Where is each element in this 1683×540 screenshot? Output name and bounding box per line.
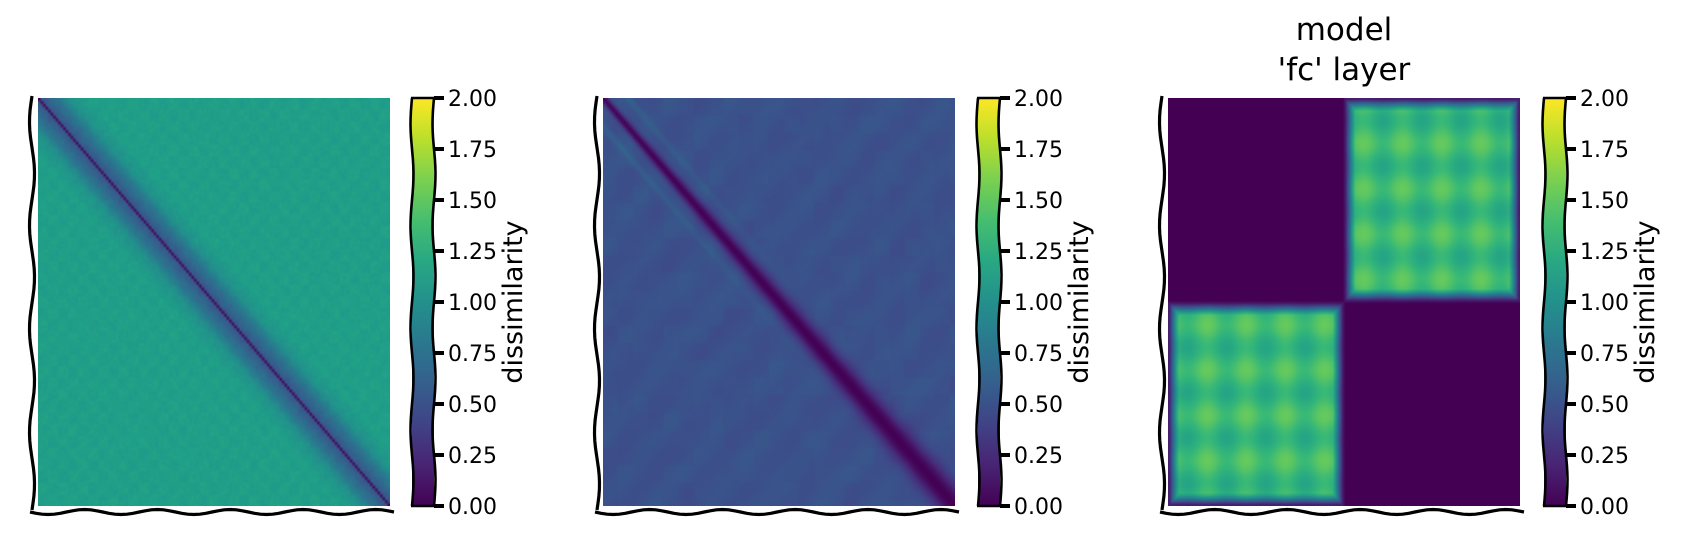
colorbar-gradient <box>412 98 434 506</box>
colorbar-tick-label: 0.25 <box>1580 444 1629 469</box>
colorbar-tick-label: 1.50 <box>1580 189 1629 214</box>
colorbar-tick-label: 2.00 <box>1014 87 1063 112</box>
heatmap-panel-2: 0.00 0.25 0.50 0.75 1.00 1.25 1.50 1.75 2.00 diss… <box>592 87 1095 520</box>
colorbar-tick-label: 0.75 <box>1580 342 1629 367</box>
colorbar-tick-label: 1.00 <box>1014 291 1063 316</box>
colorbar-tick-label: 0.00 <box>1580 495 1629 520</box>
heatmap-image <box>1168 98 1520 506</box>
colorbar-tick-label: 1.75 <box>1580 138 1629 163</box>
colorbar-outline <box>409 97 415 507</box>
colorbar-tick-label: 0.25 <box>1014 444 1063 469</box>
x-axis-spine <box>1159 507 1525 517</box>
heatmap-panel-1: 0.00 0.25 0.50 0.75 1.00 1.25 1.50 1.75 2.00 diss… <box>27 87 529 520</box>
colorbar-tick-label: 0.00 <box>448 495 497 520</box>
colorbar: 0.00 0.25 0.50 0.75 1.00 1.25 1.50 1.75 2.00 diss… <box>1541 87 1661 520</box>
colorbar-tick-label: 1.50 <box>448 189 497 214</box>
y-axis-spine <box>1157 95 1167 511</box>
colorbar-tick-label: 0.75 <box>448 342 497 367</box>
colorbar-tick-label: 0.00 <box>1014 495 1063 520</box>
x-axis-spine <box>594 507 960 517</box>
heatmap-panel-3: model 'fc' layer 0.00 0.25 0.50 0.75 1.00 1.25 1… <box>1157 12 1661 520</box>
colorbar-tick-label: 1.50 <box>1014 189 1063 214</box>
panel-title: 'fc' layer <box>1278 52 1411 88</box>
colorbar-label: dissimilarity <box>1630 220 1661 383</box>
colorbar: 0.00 0.25 0.50 0.75 1.00 1.25 1.50 1.75 2.00 diss… <box>975 87 1095 520</box>
colorbar-tick-label: 1.00 <box>448 291 497 316</box>
colorbar-tick-label: 1.25 <box>1580 240 1629 265</box>
colorbar-label: dissimilarity <box>1064 220 1095 383</box>
colorbar: 0.00 0.25 0.50 0.75 1.00 1.25 1.50 1.75 2.00 diss… <box>409 87 529 520</box>
colorbar-tick-label: 1.00 <box>1580 291 1629 316</box>
y-axis-spine <box>592 95 602 511</box>
y-axis-spine <box>27 95 37 511</box>
panel-title: model <box>1296 12 1393 48</box>
colorbar-tick-label: 2.00 <box>1580 87 1629 112</box>
colorbar-label: dissimilarity <box>498 220 529 383</box>
heatmap-image <box>603 98 955 506</box>
colorbar-outline <box>975 97 981 507</box>
colorbar-tick-label: 0.50 <box>448 393 497 418</box>
colorbar-tick-label: 1.75 <box>448 138 497 163</box>
colorbar-tick-label: 1.25 <box>1014 240 1063 265</box>
colorbar-tick-label: 0.75 <box>1014 342 1063 367</box>
colorbar-tick-label: 1.75 <box>1014 138 1063 163</box>
x-axis-spine <box>29 507 395 517</box>
colorbar-tick-label: 0.25 <box>448 444 497 469</box>
heatmap-image <box>38 98 390 506</box>
colorbar-tick-label: 0.50 <box>1014 393 1063 418</box>
colorbar-gradient <box>1544 98 1566 506</box>
colorbar-outline <box>1541 97 1547 507</box>
colorbar-tick-label: 1.25 <box>448 240 497 265</box>
colorbar-gradient <box>978 98 1000 506</box>
colorbar-tick-label: 0.50 <box>1580 393 1629 418</box>
colorbar-tick-label: 2.00 <box>448 87 497 112</box>
